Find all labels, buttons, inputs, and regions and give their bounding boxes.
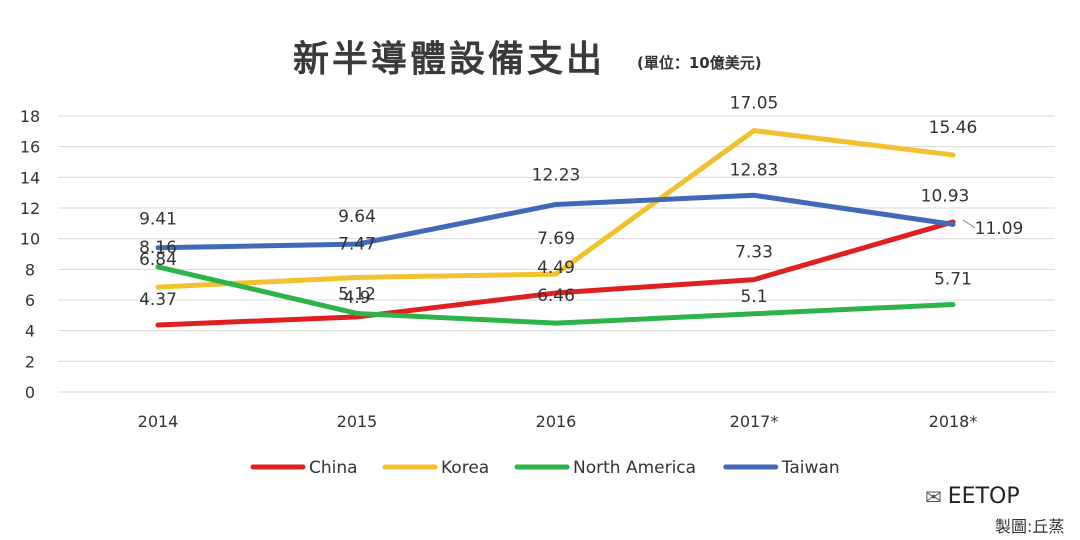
data-label: 12.23 bbox=[532, 165, 581, 185]
data-label: 10.93 bbox=[921, 186, 970, 206]
series-line bbox=[155, 128, 956, 290]
callout-line bbox=[962, 219, 976, 229]
data-label: 4.9 bbox=[343, 288, 370, 308]
data-label: 7.47 bbox=[338, 234, 376, 254]
legend-label: Taiwan bbox=[781, 458, 840, 478]
data-label: 9.41 bbox=[139, 210, 177, 230]
series-line bbox=[155, 219, 956, 328]
y-tick-label: 10 bbox=[20, 230, 40, 249]
y-tick-label: 2 bbox=[25, 352, 35, 371]
chart-title: 新半導體設備支出 bbox=[293, 39, 606, 80]
y-tick-label: 8 bbox=[25, 260, 35, 279]
data-label: 7.69 bbox=[537, 229, 575, 249]
y-tick-label: 14 bbox=[20, 168, 40, 187]
watermark: ✉ EETOP bbox=[925, 484, 1020, 509]
data-label: 11.09 bbox=[975, 219, 1024, 239]
x-tick-label: 2015 bbox=[337, 412, 378, 431]
data-label: 15.46 bbox=[929, 118, 978, 138]
data-label: 9.64 bbox=[338, 207, 376, 227]
data-label: 5.1 bbox=[740, 287, 767, 307]
legend-label: Korea bbox=[441, 458, 489, 478]
data-label: 5.12 bbox=[338, 284, 376, 304]
data-label: 17.05 bbox=[730, 94, 779, 114]
legend-label: North America bbox=[573, 458, 696, 478]
y-tick-label: 0 bbox=[25, 383, 35, 402]
data-label: 5.71 bbox=[934, 269, 972, 289]
y-tick-label: 6 bbox=[25, 291, 35, 310]
data-label: 6.84 bbox=[139, 250, 177, 270]
watermark-text: EETOP bbox=[947, 484, 1020, 509]
data-label: 12.83 bbox=[730, 160, 779, 180]
data-label: 7.33 bbox=[735, 243, 773, 263]
legend-label: China bbox=[309, 458, 358, 478]
series-line bbox=[155, 264, 956, 326]
y-tick-label: 12 bbox=[20, 199, 40, 218]
series-line bbox=[155, 192, 956, 251]
y-tick-label: 16 bbox=[20, 138, 40, 157]
data-label: 4.37 bbox=[139, 290, 177, 310]
wechat-icon: ✉ bbox=[925, 484, 942, 509]
data-label: 8.16 bbox=[139, 238, 177, 258]
x-tick-label: 2017* bbox=[730, 412, 779, 431]
y-tick-label: 18 bbox=[20, 107, 40, 126]
x-tick-label: 2016 bbox=[536, 412, 577, 431]
unit-note: (單位：10億美元) bbox=[637, 54, 762, 72]
data-label: 6.46 bbox=[537, 286, 575, 306]
y-tick-label: 4 bbox=[25, 322, 35, 341]
chart-credit: 製圖:丘蒸 bbox=[995, 517, 1065, 536]
data-label: 4.49 bbox=[537, 258, 575, 278]
x-tick-label: 2014 bbox=[138, 412, 179, 431]
x-tick-label: 2018* bbox=[929, 412, 978, 431]
